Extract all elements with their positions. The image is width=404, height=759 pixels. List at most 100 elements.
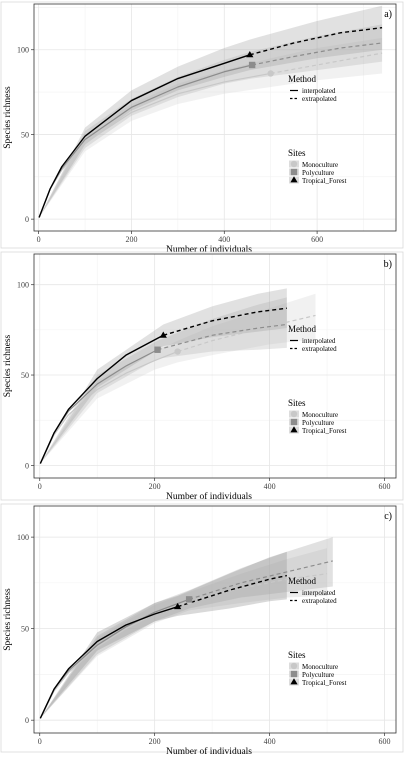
extrapolated-line-polyculture — [252, 42, 383, 66]
extrapolated-line-monoculture — [188, 573, 328, 602]
observed-point-tropical-forest — [159, 331, 167, 338]
ci-band-monoculture — [40, 548, 328, 719]
x-axis-title: Number of individuals — [166, 244, 252, 255]
legend-marker-polyculture — [290, 670, 298, 678]
legend-method-item: interpolated — [302, 87, 336, 95]
x-tick-label: 200 — [149, 737, 161, 746]
plot-background — [34, 506, 396, 733]
extrapolated-line-monoculture — [270, 52, 383, 75]
interpolated-line-monoculture — [39, 350, 178, 464]
ci-band-tropical-forest — [39, 5, 383, 218]
legend-sites-title: Sites — [288, 148, 306, 158]
panel-label: c) — [384, 511, 392, 522]
legend-site-item: Tropical_Forest — [302, 679, 347, 687]
y-tick-label: 50 — [21, 625, 29, 634]
plot-border — [33, 3, 397, 232]
legend-site-item: Polyculture — [302, 169, 334, 177]
y-tick-label: 50 — [21, 130, 29, 139]
panel-frame — [0, 503, 404, 753]
y-axis-title: Species richness — [3, 86, 13, 149]
legend-method-title: Method — [288, 576, 316, 586]
y-tick-label: 50 — [21, 371, 29, 380]
y-axis-title: Species richness — [3, 588, 13, 651]
extrapolated-line-monoculture — [177, 314, 316, 353]
x-tick-label: 600 — [379, 737, 391, 746]
ci-band-tropical-forest — [40, 288, 287, 464]
ci-band-polyculture — [40, 297, 287, 464]
extrapolated-line-polyculture — [157, 323, 287, 351]
panel-frame — [0, 1, 404, 249]
legend-site-item: Monoculture — [302, 663, 338, 671]
x-tick-label: 0 — [37, 235, 41, 244]
y-tick-label: 100 — [17, 533, 29, 542]
x-tick-label: 400 — [264, 482, 276, 491]
legend-marker-polyculture — [290, 168, 298, 176]
y-tick-label: 0 — [25, 215, 29, 224]
plot-background — [34, 254, 396, 478]
legend-site-item: Polyculture — [302, 419, 334, 427]
y-tick-label: 100 — [17, 281, 29, 290]
legend-method-item: extrapolated — [302, 597, 337, 605]
interpolated-line-tropical-forest — [38, 54, 251, 218]
panel-label: a) — [384, 9, 392, 20]
legend-method-item: extrapolated — [302, 345, 337, 353]
observed-point-monoculture — [174, 348, 181, 355]
legend-method-title: Method — [288, 324, 316, 334]
extrapolated-line-tropical-forest — [249, 27, 383, 56]
observed-point-polyculture — [185, 596, 193, 603]
x-axis-title: Number of individuals — [166, 491, 252, 502]
x-tick-label: 0 — [38, 482, 42, 491]
plot-border — [33, 505, 397, 734]
plot-border — [33, 253, 397, 479]
legend-method-title: Method — [288, 74, 316, 84]
x-axis-title: Number of individuals — [166, 746, 252, 754]
y-tick-label: 0 — [25, 716, 29, 725]
legend-marker-tropical-forest — [290, 176, 298, 183]
observed-point-monoculture — [267, 70, 274, 77]
x-tick-label: 600 — [311, 235, 323, 244]
ci-band-monoculture — [39, 37, 383, 218]
legend-sites-title: Sites — [288, 650, 306, 660]
panel-frame — [0, 251, 404, 501]
x-tick-label: 600 — [379, 482, 391, 491]
legend-site-item: Monoculture — [302, 411, 338, 419]
y-axis-title: Species richness — [3, 334, 13, 397]
observed-point-tropical-forest — [246, 51, 254, 58]
legend-site-item: Tropical_Forest — [302, 177, 347, 185]
x-tick-label: 0 — [38, 737, 42, 746]
x-tick-label: 200 — [149, 482, 161, 491]
extrapolated-line-polyculture — [188, 560, 333, 600]
y-tick-label: 100 — [17, 46, 29, 55]
legend-site-item: Polyculture — [302, 671, 334, 679]
legend-method-item: interpolated — [302, 337, 336, 345]
interpolated-line-tropical-forest — [39, 606, 178, 719]
legend-marker-polyculture — [290, 418, 298, 426]
legend-site-item: Tropical_Forest — [302, 427, 347, 435]
ci-band-monoculture — [40, 293, 316, 464]
legend-site-item: Monoculture — [302, 161, 338, 169]
legend-method-item: extrapolated — [302, 95, 337, 103]
legend-marker-monoculture — [290, 160, 298, 168]
x-tick-label: 400 — [218, 235, 230, 244]
legend-sites-title: Sites — [288, 398, 306, 408]
observed-point-polyculture — [154, 346, 161, 353]
ci-band-polyculture — [39, 24, 383, 218]
observed-point-tropical-forest — [174, 602, 182, 610]
panel-label: b) — [384, 259, 392, 270]
legend-marker-tropical-forest — [290, 426, 298, 433]
x-tick-label: 400 — [264, 737, 276, 746]
ci-band-tropical-forest — [40, 551, 287, 719]
x-tick-label: 200 — [125, 235, 137, 244]
chart-panel-1: 0 200 400 600 0 50 100 Number of individuals Spe… — [0, 1, 404, 255]
legend-marker-monoculture — [290, 662, 298, 670]
chart-panel-2: 0 200 400 600 0 50 100 Number of individuals Spe… — [0, 251, 404, 502]
extrapolated-line-tropical-forest — [163, 307, 287, 336]
legend-marker-monoculture — [290, 410, 298, 418]
chart-panel-3: 0 200 400 600 0 50 100 Number of individuals Spe… — [0, 503, 404, 757]
observed-point-polyculture — [248, 61, 256, 69]
